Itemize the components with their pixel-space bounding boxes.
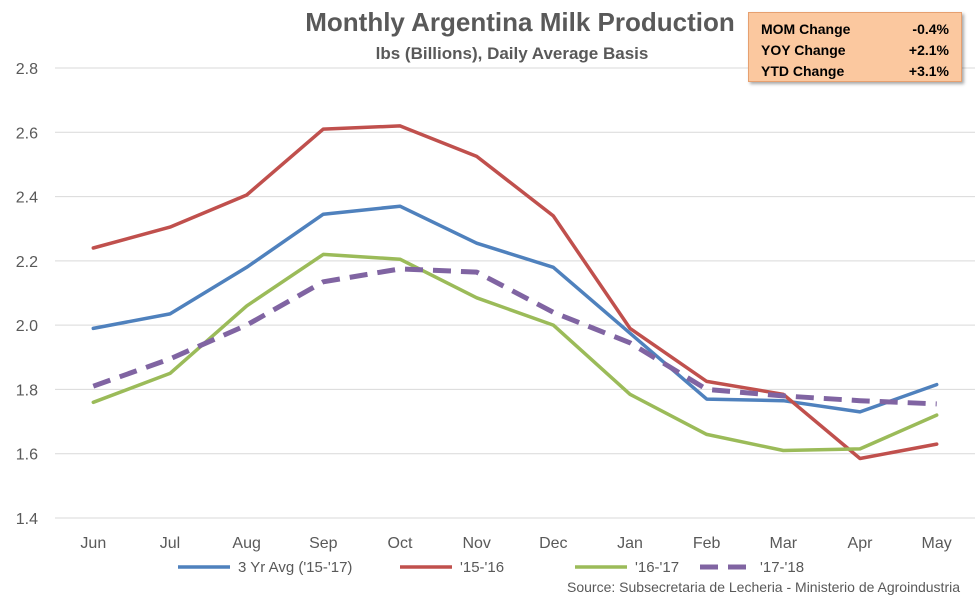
- series-lines: [91, 124, 939, 461]
- x-tick-label: Feb: [693, 535, 721, 552]
- y-tick-label: 1.4: [16, 511, 38, 528]
- x-axis: Jun Jul Aug Sep Oct Nov Dec Jan Feb Mar Apr May: [80, 535, 951, 552]
- grid: [55, 67, 975, 519]
- series-line-2: [91, 252, 939, 453]
- legend: 3 Yr Avg ('15-'17) '15-'16 '16-'17 '17-'18: [178, 559, 804, 576]
- stat-row-mom: MOM Change -0.4%: [761, 19, 949, 40]
- chart-title: Monthly Argentina Milk Production: [305, 7, 734, 37]
- y-tick-label: 2.6: [16, 125, 38, 142]
- series-line-3: [92, 266, 937, 407]
- y-tick-label: 2.2: [16, 254, 38, 271]
- x-tick-label: May: [922, 535, 952, 552]
- x-tick-label: Aug: [232, 535, 260, 552]
- stat-label: MOM Change: [761, 21, 851, 37]
- legend-label: '17-'18: [760, 559, 804, 576]
- x-tick-label: Jul: [160, 535, 180, 552]
- legend-label: '15-'16: [460, 559, 504, 576]
- series-line-0: [91, 204, 939, 414]
- stat-value: +3.1%: [908, 63, 949, 79]
- stat-value: +2.1%: [908, 42, 949, 58]
- legend-label: '16-'17: [635, 559, 679, 576]
- x-tick-label: Jun: [80, 535, 106, 552]
- chart-subtitle: lbs (Billions), Daily Average Basis: [376, 44, 649, 63]
- y-axis: 1.4 1.6 1.8 2.0 2.2 2.4 2.6 2.8: [16, 61, 38, 528]
- x-tick-label: Jan: [617, 535, 643, 552]
- stat-label: YTD Change: [761, 63, 845, 79]
- x-tick-label: Mar: [770, 535, 798, 552]
- x-tick-label: Oct: [388, 535, 413, 552]
- y-tick-label: 2.0: [16, 318, 38, 335]
- y-tick-label: 1.8: [16, 382, 38, 399]
- stat-value: -0.4%: [912, 21, 949, 37]
- stat-label: YOY Change: [761, 42, 846, 58]
- series-line-1: [91, 124, 939, 461]
- y-tick-label: 2.4: [16, 190, 38, 207]
- source-note: Source: Subsecretaria de Lecheria - Mini…: [567, 579, 960, 595]
- stat-row-ytd: YTD Change +3.1%: [761, 61, 949, 82]
- x-tick-label: Dec: [539, 535, 567, 552]
- x-tick-label: Nov: [462, 535, 490, 552]
- y-tick-label: 1.6: [16, 447, 38, 464]
- x-tick-label: Apr: [848, 535, 874, 552]
- stat-row-yoy: YOY Change +2.1%: [761, 40, 949, 61]
- x-tick-label: Sep: [309, 535, 338, 552]
- stats-box: MOM Change -0.4% YOY Change +2.1% YTD Ch…: [748, 12, 962, 82]
- y-tick-label: 2.8: [16, 61, 38, 78]
- legend-label: 3 Yr Avg ('15-'17): [238, 559, 352, 576]
